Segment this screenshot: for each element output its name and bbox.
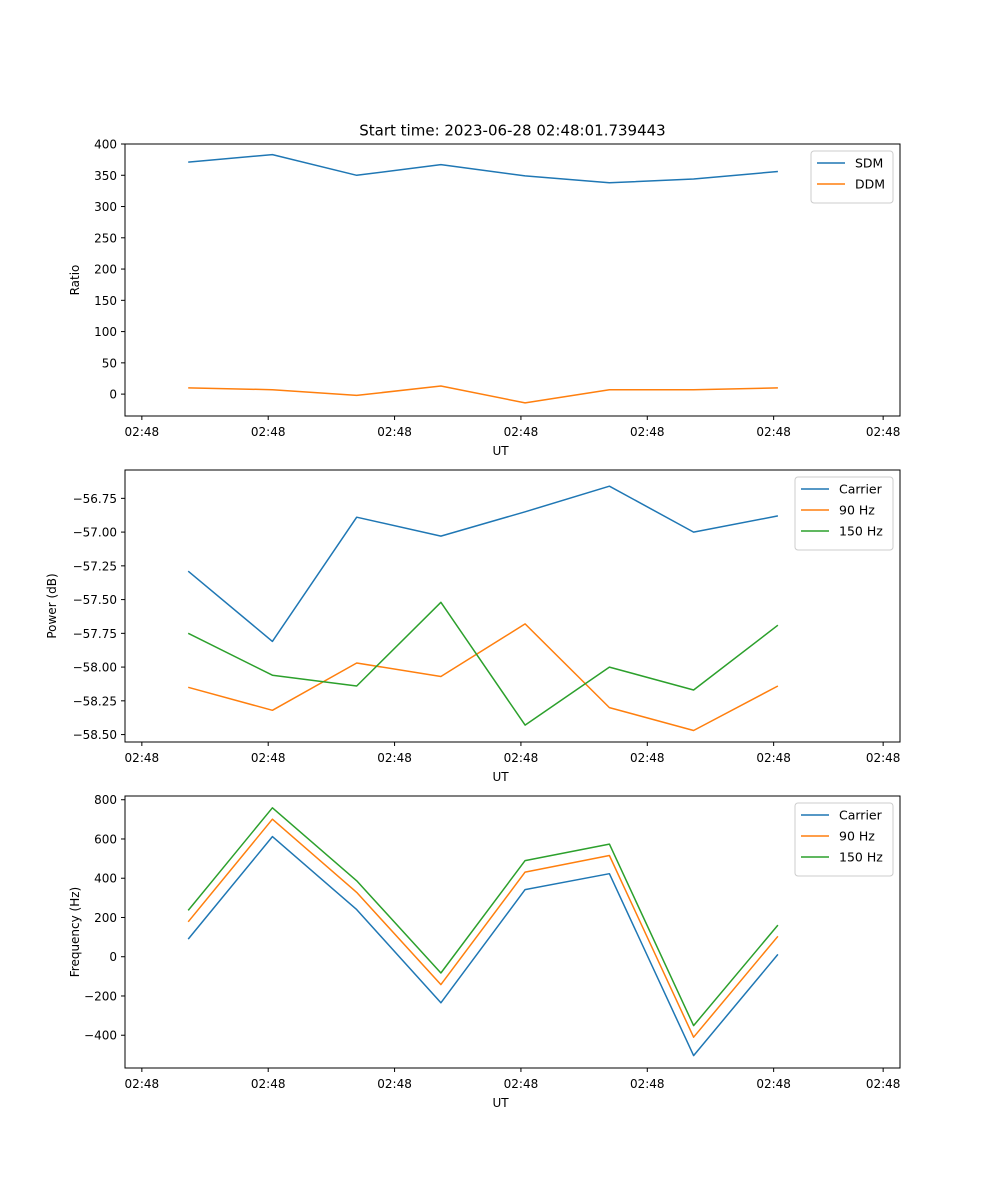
x-tick-label: 02:48 (630, 425, 665, 439)
x-tick-label: 02:48 (504, 425, 539, 439)
legend: Carrier 90 Hz 150 Hz (794, 802, 894, 877)
legend: SDM DDM (810, 150, 894, 204)
subplot-panels: 02:48 02:48 02:48 02:48 02:48 02:48 02:48 0 50 10… (45, 138, 901, 1110)
x-tick-label: 02:48 (377, 425, 412, 439)
figure-title: Start time: 2023-06-28 02:48:01.739443 (359, 122, 665, 140)
y-tick-label: −57.00 (73, 526, 117, 540)
x-tick-label: 02:48 (251, 751, 286, 765)
y-tick-label: 800 (94, 793, 117, 807)
series-line-150-hz (187, 807, 779, 1027)
y-axis-label: Frequency (Hz) (68, 887, 82, 978)
y-tick-label: −57.50 (73, 593, 117, 607)
x-tick-label: 02:48 (866, 425, 901, 439)
legend-label: Carrier (839, 808, 883, 823)
legend: Carrier 90 Hz 150 Hz (794, 476, 894, 551)
y-axis-label: Ratio (68, 265, 82, 296)
subplot-2: 02:48 02:48 02:48 02:48 02:48 02:48 02:48 −58.5… (45, 469, 901, 784)
y-tick-label: 200 (94, 263, 117, 277)
y-tick-label: −400 (84, 1029, 117, 1043)
series-line-carrier (187, 485, 779, 643)
legend-label: 150 Hz (839, 524, 883, 539)
axes-frame (124, 795, 901, 1069)
y-tick-label: −58.00 (73, 661, 117, 675)
y-tick-label: 200 (94, 911, 117, 925)
x-axis-label: UT (492, 770, 509, 784)
axes-frame (124, 143, 901, 417)
x-tick-label: 02:48 (866, 751, 901, 765)
y-tick-label: 250 (94, 231, 117, 245)
x-tick-label: 02:48 (251, 1077, 286, 1091)
legend-label: DDM (855, 177, 885, 192)
y-tick-label: 100 (94, 325, 117, 339)
y-tick-label: −58.50 (73, 728, 117, 742)
x-tick-label: 02:48 (504, 1077, 539, 1091)
y-tick-label: −58.25 (73, 694, 117, 708)
y-tick-label: −200 (84, 989, 117, 1003)
series-line-150-hz (187, 601, 779, 726)
x-tick-label: 02:48 (756, 1077, 791, 1091)
x-tick-label: 02:48 (377, 1077, 412, 1091)
x-tick-label: 02:48 (756, 425, 791, 439)
x-tick-label: 02:48 (504, 751, 539, 765)
y-tick-label: 150 (94, 294, 117, 308)
subplot-1: 02:48 02:48 02:48 02:48 02:48 02:48 02:48 0 50 10… (68, 138, 901, 458)
legend-label: SDM (855, 156, 883, 171)
series-line-ddm (188, 385, 778, 404)
series-line-90-hz (187, 818, 779, 1038)
y-tick-label: 600 (94, 832, 117, 846)
series-line-90-hz (188, 623, 779, 732)
x-tick-label: 02:48 (377, 751, 412, 765)
series-line-sdm (188, 153, 778, 184)
subplot-3: 02:48 02:48 02:48 02:48 02:48 02:48 02:48 −400 −… (68, 793, 901, 1110)
y-tick-label: −57.25 (73, 559, 117, 573)
x-tick-label: 02:48 (125, 1077, 160, 1091)
axes-frame (124, 469, 901, 743)
legend-label: 90 Hz (839, 503, 875, 518)
y-tick-label: 50 (102, 356, 117, 370)
legend-label: 90 Hz (839, 829, 875, 844)
y-axis-label: Power (dB) (45, 573, 59, 638)
y-tick-label: 300 (94, 200, 117, 214)
y-tick-label: −57.75 (73, 627, 117, 641)
legend-box (810, 150, 894, 204)
x-tick-label: 02:48 (125, 425, 160, 439)
x-tick-label: 02:48 (756, 751, 791, 765)
legend-label: Carrier (839, 482, 883, 497)
x-axis-label: UT (492, 444, 509, 458)
y-tick-label: 0 (109, 388, 117, 402)
series-line-carrier (187, 835, 779, 1057)
x-axis-label: UT (492, 1096, 509, 1110)
y-tick-label: −56.75 (73, 492, 117, 506)
y-tick-label: 400 (94, 138, 117, 152)
y-tick-label: 350 (94, 169, 117, 183)
x-tick-label: 02:48 (251, 425, 286, 439)
y-tick-label: 0 (109, 950, 117, 964)
y-tick-label: 400 (94, 872, 117, 886)
x-tick-label: 02:48 (630, 751, 665, 765)
x-tick-label: 02:48 (125, 751, 160, 765)
x-tick-label: 02:48 (866, 1077, 901, 1091)
x-tick-label: 02:48 (630, 1077, 665, 1091)
legend-label: 150 Hz (839, 850, 883, 865)
